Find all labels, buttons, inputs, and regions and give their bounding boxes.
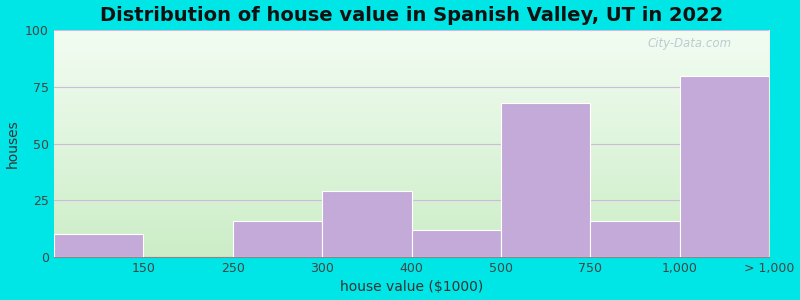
Bar (590, 221, 680, 257)
Bar (233, 221, 322, 257)
Text: City-Data.com: City-Data.com (648, 37, 732, 50)
Bar (501, 103, 590, 257)
Title: Distribution of house value in Spanish Valley, UT in 2022: Distribution of house value in Spanish V… (100, 6, 723, 25)
Bar (680, 76, 770, 257)
X-axis label: house value ($1000): house value ($1000) (340, 280, 483, 294)
Bar (322, 191, 411, 257)
Bar (54, 234, 143, 257)
Bar (411, 230, 501, 257)
Y-axis label: houses: houses (6, 119, 19, 168)
